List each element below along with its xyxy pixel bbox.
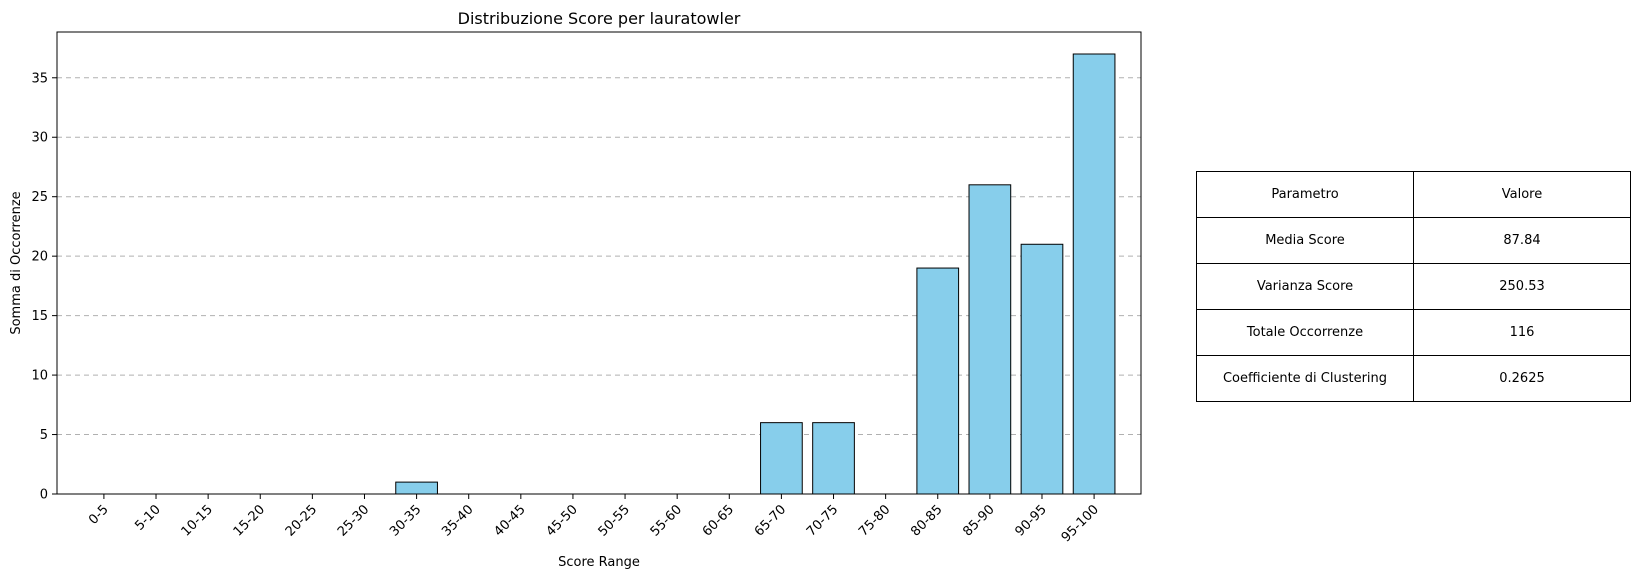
table-header-cell: Valore — [1413, 171, 1631, 218]
table-cell-parameter: Varianza Score — [1196, 263, 1414, 310]
bars — [395, 53, 1116, 495]
x-tick-label: 85-90 — [960, 502, 997, 539]
x-tick-label: 45-50 — [543, 502, 580, 539]
x-axis-label: Score Range — [558, 555, 640, 570]
y-axis-ticks: 0 5 10 15 20 25 30 35 — [31, 71, 57, 503]
bar — [916, 267, 960, 495]
x-tick-label: 35-40 — [439, 502, 476, 539]
plot-frame — [56, 31, 1142, 495]
y-tick-label: 20 — [31, 250, 48, 265]
bar — [1072, 53, 1116, 495]
x-tick-label: 15-20 — [231, 502, 268, 539]
x-axis-ticks: 0-5 5-10 10-15 15-20 20-25 25-30 30-35 35-40 40-… — [86, 494, 1102, 545]
y-tick-label: 0 — [40, 488, 48, 503]
x-tick-label: 30-35 — [387, 502, 424, 539]
x-tick-label: 25-30 — [335, 502, 372, 539]
y-tick-label: 5 — [40, 428, 48, 443]
table-row: Varianza Score 250.53 — [1196, 263, 1631, 310]
x-tick-label: 10-15 — [179, 502, 216, 539]
x-tick-label: 75-80 — [856, 502, 893, 539]
table-row: Totale Occorrenze 116 — [1196, 309, 1631, 356]
y-tick-label: 10 — [31, 369, 48, 384]
table-cell-parameter: Totale Occorrenze — [1196, 309, 1414, 356]
table-header-cell: Parametro — [1196, 171, 1414, 218]
table-cell-value: 87.84 — [1413, 217, 1631, 264]
y-tick-label: 25 — [31, 190, 48, 205]
bar — [395, 481, 438, 495]
bar — [968, 184, 1012, 495]
x-tick-label: 20-25 — [283, 502, 320, 539]
grid-lines — [57, 77, 1141, 436]
bar — [760, 422, 803, 495]
y-tick-label: 30 — [31, 131, 48, 146]
y-tick-label: 35 — [31, 71, 48, 86]
x-tick-label: 95-100 — [1059, 502, 1102, 545]
bar — [812, 422, 855, 495]
x-tick-label: 65-70 — [752, 502, 789, 539]
x-tick-label: 80-85 — [908, 502, 945, 539]
table-cell-value: 250.53 — [1413, 263, 1631, 310]
y-tick-label: 15 — [31, 309, 48, 324]
stats-table: Parametro Valore Media Score 87.84 Varia… — [1196, 171, 1631, 402]
x-tick-label: 50-55 — [596, 502, 633, 539]
table-header-row: Parametro Valore — [1196, 171, 1631, 218]
table-cell-value: 0.2625 — [1413, 355, 1631, 402]
table-cell-parameter: Media Score — [1196, 217, 1414, 264]
table-row: Coefficiente di Clustering 0.2625 — [1196, 355, 1631, 402]
x-tick-label: 90-95 — [1012, 502, 1049, 539]
x-tick-label: 5-10 — [132, 502, 163, 533]
table-cell-value: 116 — [1413, 309, 1631, 356]
x-tick-label: 40-45 — [491, 502, 528, 539]
y-axis-label: Somma di Occorrenze — [9, 191, 24, 334]
x-tick-label: 55-60 — [648, 502, 685, 539]
x-tick-label: 70-75 — [804, 502, 841, 539]
bar — [1020, 243, 1064, 495]
chart-title: Distribuzione Score per lauratowler — [458, 9, 741, 28]
table-cell-parameter: Coefficiente di Clustering — [1196, 355, 1414, 402]
table-row: Media Score 87.84 — [1196, 217, 1631, 264]
x-tick-label: 60-65 — [700, 502, 737, 539]
x-tick-label: 0-5 — [86, 502, 112, 528]
